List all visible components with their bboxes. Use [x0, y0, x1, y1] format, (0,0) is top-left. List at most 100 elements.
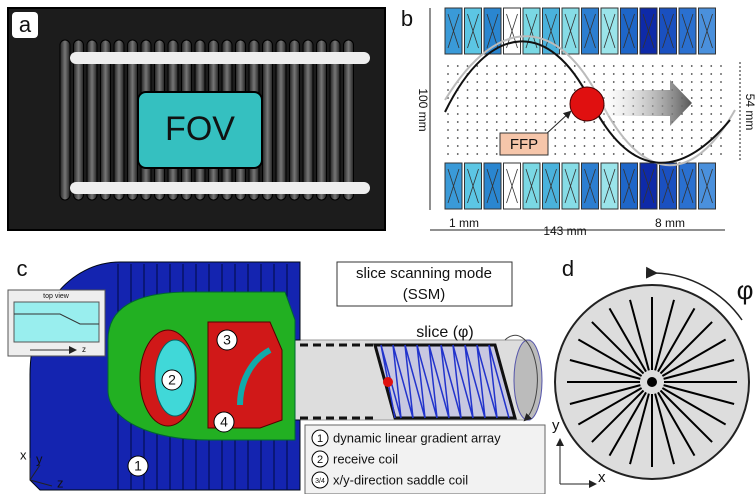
grid-dot [623, 73, 625, 75]
grid-dot [691, 129, 693, 131]
grid-dot [535, 89, 537, 91]
grid-dot [691, 105, 693, 107]
grid-dot [535, 73, 537, 75]
grid-dot [671, 153, 673, 155]
grid-dot [681, 81, 683, 83]
grid-dot [457, 121, 459, 123]
panel-label: c [17, 256, 28, 281]
grid-dot [486, 89, 488, 91]
part-label: 2 [168, 372, 176, 388]
grid-dot [476, 137, 478, 139]
legend-marker-label: 2 [317, 454, 323, 466]
grid-dot [681, 129, 683, 131]
grid-dot [593, 121, 595, 123]
legend-text: receive coil [333, 451, 398, 466]
grid-dot [632, 73, 634, 75]
grid-dot [447, 73, 449, 75]
grid-dot [603, 137, 605, 139]
grid-dot [681, 145, 683, 147]
grid-dot [662, 153, 664, 155]
grid-dot [623, 121, 625, 123]
part-label: 1 [134, 458, 142, 474]
grid-dot [486, 113, 488, 115]
grid-dot [496, 65, 498, 67]
ffp-point [570, 87, 604, 121]
panel-a: FOV a [8, 8, 385, 230]
grid-dot [554, 73, 556, 75]
grid-dot [506, 81, 508, 83]
grid-dot [681, 153, 683, 155]
grid-dot [554, 105, 556, 107]
grid-dot [467, 89, 469, 91]
grid-dot [476, 145, 478, 147]
grid-dot [564, 97, 566, 99]
grid-dot [515, 121, 517, 123]
grid-dot [652, 81, 654, 83]
grid-dot [525, 121, 527, 123]
grid-dot [486, 81, 488, 83]
grid-dot [623, 65, 625, 67]
dimension-label: 8 mm [655, 216, 685, 230]
grid-dot [652, 65, 654, 67]
grid-dot [632, 137, 634, 139]
grid-dot [701, 129, 703, 131]
grid-dot [720, 121, 722, 123]
grid-dot [554, 113, 556, 115]
grid-dot [632, 65, 634, 67]
grid-dot [574, 121, 576, 123]
grid-dot [603, 81, 605, 83]
grid-dot [652, 145, 654, 147]
grid-dot [642, 81, 644, 83]
grid-dot [554, 145, 556, 147]
grid-dot [545, 89, 547, 91]
grid-dot [584, 81, 586, 83]
grid-dot [564, 129, 566, 131]
grid-dot [681, 137, 683, 139]
grid-dot [632, 81, 634, 83]
grid-dot [613, 145, 615, 147]
grid-dot [593, 81, 595, 83]
grid-dot [584, 137, 586, 139]
grid-dot [457, 153, 459, 155]
grid-dot [447, 121, 449, 123]
grid-dot [506, 121, 508, 123]
legend-text: x/y-direction saddle coil [333, 472, 468, 487]
grid-dot [545, 73, 547, 75]
ffp-point [383, 377, 393, 387]
grid-dot [545, 97, 547, 99]
grid-dot [457, 73, 459, 75]
grid-dot [593, 65, 595, 67]
grid-dot [554, 97, 556, 99]
grid-dot [476, 89, 478, 91]
grid-dot [506, 73, 508, 75]
grid-dot [642, 137, 644, 139]
panel-b: b FFP 100 mm 54 mm 143 mm 1 mm 8 mm [401, 6, 756, 238]
grid-dot [545, 121, 547, 123]
grid-dot [476, 97, 478, 99]
pointer [545, 112, 570, 135]
grid-dot [467, 81, 469, 83]
grid-dot [467, 97, 469, 99]
grid-dot [486, 73, 488, 75]
grid-dot [535, 121, 537, 123]
grid-dot [506, 97, 508, 99]
grid-dot [613, 153, 615, 155]
grid-dot [584, 65, 586, 67]
grid-dot [447, 89, 449, 91]
grid-dot [662, 145, 664, 147]
grid-dot [574, 65, 576, 67]
grid-dot [574, 81, 576, 83]
grid-dot [574, 129, 576, 131]
grid-dot [574, 89, 576, 91]
grid-dot [535, 129, 537, 131]
grid-dot [593, 129, 595, 131]
grid-dot [447, 145, 449, 147]
grid-dot [535, 105, 537, 107]
grid-dot [632, 121, 634, 123]
grid-dot [554, 137, 556, 139]
grid-dot [652, 121, 654, 123]
axis-label: y [36, 451, 43, 466]
fov-label: FOV [165, 110, 235, 148]
grid-dot [681, 89, 683, 91]
grid-dot [447, 81, 449, 83]
